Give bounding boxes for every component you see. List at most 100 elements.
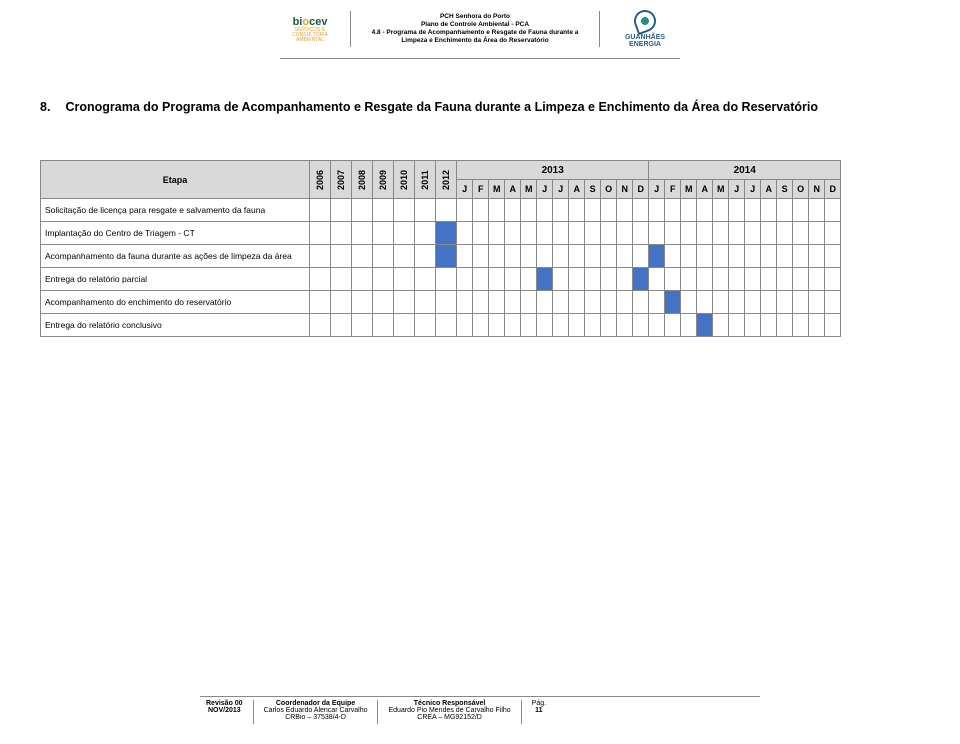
gantt-cell xyxy=(809,314,825,337)
gantt-cell xyxy=(713,222,729,245)
gantt-cell xyxy=(601,245,617,268)
gantt-cell xyxy=(729,222,745,245)
gantt-cell xyxy=(761,268,777,291)
gantt-cell xyxy=(373,245,394,268)
gantt-cell xyxy=(394,291,415,314)
gantt-cell xyxy=(436,268,457,291)
gantt-cell xyxy=(352,268,373,291)
page-label: Pág. xyxy=(532,700,546,707)
gantt-cell xyxy=(793,314,809,337)
page-num: 11 xyxy=(532,707,546,714)
gantt-cell xyxy=(489,291,505,314)
gantt-cell xyxy=(729,314,745,337)
gantt-cell xyxy=(310,199,331,222)
month-header: A xyxy=(761,180,777,199)
tech-label: Técnico Responsável xyxy=(388,700,510,707)
gantt-cell xyxy=(569,314,585,337)
gantt-cell xyxy=(569,199,585,222)
gantt-cell xyxy=(415,199,436,222)
page-header: biocev SERVIÇOS E CONSULTORIA AMBIENTAL … xyxy=(280,10,680,48)
gantt-cell xyxy=(489,245,505,268)
footer-coordinator: Coordenador da Equipe Carlos Eduardo Ale… xyxy=(258,700,374,724)
gantt-cell xyxy=(665,268,681,291)
month-header: O xyxy=(601,180,617,199)
gantt-cell xyxy=(537,268,553,291)
rev-date: NOV/2013 xyxy=(206,707,243,714)
gantt-cell xyxy=(521,199,537,222)
gantt-cell xyxy=(825,268,841,291)
gantt-cell xyxy=(569,268,585,291)
gantt-cell xyxy=(505,314,521,337)
gantt-cell xyxy=(373,268,394,291)
gantt-cell xyxy=(473,245,489,268)
gantt-cell xyxy=(415,245,436,268)
gantt-cell xyxy=(665,245,681,268)
gantt-cell xyxy=(521,245,537,268)
gantt-cell xyxy=(665,291,681,314)
month-header: A xyxy=(697,180,713,199)
gantt-cell xyxy=(569,245,585,268)
month-header: F xyxy=(473,180,489,199)
gantt-cell xyxy=(473,268,489,291)
gantt-cell xyxy=(537,245,553,268)
gantt-cell xyxy=(373,199,394,222)
gantt-cell xyxy=(681,314,697,337)
footer-sep xyxy=(521,700,522,724)
etapa-label: Entrega do relatório parcial xyxy=(41,268,310,291)
gantt-cell xyxy=(649,291,665,314)
gantt-cell xyxy=(665,199,681,222)
gantt-cell xyxy=(569,291,585,314)
gantt-cell xyxy=(729,199,745,222)
gantt-cell xyxy=(310,291,331,314)
gantt-cell xyxy=(729,291,745,314)
guanhaes-icon xyxy=(631,7,659,35)
gantt-cell xyxy=(617,314,633,337)
gantt-cell xyxy=(713,199,729,222)
year-2008: 2008 xyxy=(352,161,373,199)
gantt-cell xyxy=(633,314,649,337)
gantt-cell xyxy=(745,268,761,291)
gantt-cell xyxy=(585,268,601,291)
gantt-cell xyxy=(521,291,537,314)
month-header: O xyxy=(793,180,809,199)
year-2007: 2007 xyxy=(331,161,352,199)
etapa-label: Entrega do relatório conclusivo xyxy=(41,314,310,337)
gantt-cell xyxy=(585,199,601,222)
footer-sep xyxy=(377,700,378,724)
gantt-cell xyxy=(457,222,473,245)
gantt-cell xyxy=(633,291,649,314)
gantt-cell xyxy=(331,199,352,222)
section-text: Cronograma do Programa de Acompanhamento… xyxy=(65,100,818,114)
gantt-cell xyxy=(310,314,331,337)
page-footer: Revisão 00 NOV/2013 Coordenador da Equip… xyxy=(200,696,760,724)
year-2011: 2011 xyxy=(415,161,436,199)
month-header: A xyxy=(569,180,585,199)
gantt-cell xyxy=(373,314,394,337)
gantt-cell xyxy=(521,268,537,291)
tech-name: Eduardo Pio Mendes de Carvalho Filho xyxy=(388,707,510,714)
year-label: 2006 xyxy=(315,169,325,189)
coord-reg: CRBio – 37538/4-D xyxy=(264,714,368,721)
gantt-cell xyxy=(617,291,633,314)
table-row: Implantação do Centro de Triagem - CT xyxy=(41,222,841,245)
etapa-label: Solicitação de licença para resgate e sa… xyxy=(41,199,310,222)
month-header: D xyxy=(633,180,649,199)
gantt-body: Solicitação de licença para resgate e sa… xyxy=(41,199,841,337)
gantt-cell xyxy=(415,291,436,314)
month-header: F xyxy=(665,180,681,199)
month-header: S xyxy=(777,180,793,199)
gantt-cell xyxy=(331,268,352,291)
gantt-cell xyxy=(415,314,436,337)
gantt-cell xyxy=(713,268,729,291)
year-label: 2011 xyxy=(420,170,430,190)
gantt-cell xyxy=(436,222,457,245)
gantt-cell xyxy=(457,314,473,337)
year-2012: 2012 xyxy=(436,161,457,199)
gantt-cell xyxy=(352,222,373,245)
gantt-cell xyxy=(601,199,617,222)
footer-sep xyxy=(253,700,254,724)
gantt-cell xyxy=(473,314,489,337)
year-label: 2012 xyxy=(441,169,451,189)
gantt-cell xyxy=(761,291,777,314)
gantt-cell xyxy=(553,245,569,268)
